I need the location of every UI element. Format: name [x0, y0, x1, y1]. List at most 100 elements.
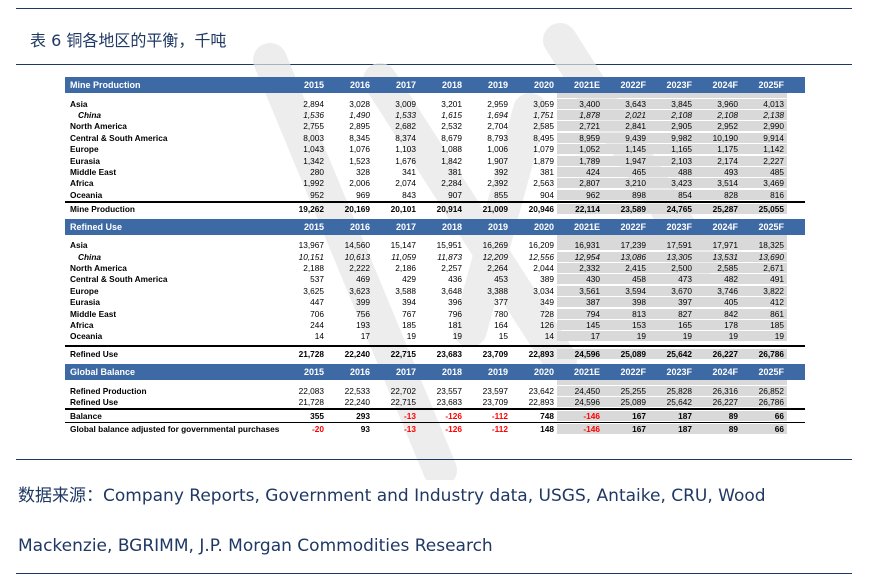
value-cell: 21,728	[298, 397, 324, 408]
value-cell: 3,588	[395, 285, 416, 296]
value-cell: 185	[741, 319, 787, 330]
value-cell: 2,500	[649, 262, 695, 273]
value-cell: 405	[695, 297, 741, 308]
year-header: 2022F	[620, 367, 646, 378]
value-cell: 23,589	[603, 203, 649, 214]
value-cell: 26,786	[741, 397, 787, 408]
row-label: Eurasia	[70, 155, 100, 166]
value-cell: 19	[741, 331, 787, 342]
year-header: 2017	[395, 80, 416, 90]
value-cell: 13,967	[298, 240, 324, 251]
table-row: China 1,536 1,490 1,533 1,615 1,694 1,751 1,878…	[65, 109, 805, 121]
value-cell: 12,556	[528, 251, 554, 262]
value-cell: 447	[310, 297, 324, 308]
value-cell: 1,789	[557, 155, 603, 166]
value-cell: 2,222	[349, 262, 370, 273]
value-cell: 1,145	[603, 144, 649, 155]
value-cell: 1,676	[395, 155, 416, 166]
value-cell: 18,325	[741, 240, 787, 251]
value-cell: 26,852	[741, 385, 787, 396]
value-cell: 381	[540, 167, 554, 178]
year-header: 2017	[395, 221, 416, 232]
value-cell: 2,174	[695, 155, 741, 166]
value-cell: 3,009	[395, 98, 416, 109]
value-cell: 780	[494, 308, 508, 319]
value-cell: 14	[314, 331, 324, 342]
value-cell: 399	[356, 297, 370, 308]
year-header: 2022F	[620, 221, 646, 232]
value-cell: 178	[695, 319, 741, 330]
value-cell: 193	[356, 319, 370, 330]
value-cell: 2,108	[649, 110, 695, 121]
table-row: Refined Use 21,728 22,240 22,715 23,683 23,70…	[65, 396, 805, 408]
year-header: 2020	[533, 80, 554, 90]
value-cell: 3,746	[695, 285, 741, 296]
value-cell: 8,003	[303, 132, 324, 143]
value-cell: 167	[603, 423, 649, 434]
value-cell: 244	[310, 319, 324, 330]
table-row: Africa 244 193 185 181 164 126 145 153 165 178 185	[65, 319, 805, 330]
value-cell: 2,257	[441, 262, 462, 273]
value-cell: 2,682	[395, 121, 416, 132]
value-cell: 1,694	[487, 110, 508, 121]
value-cell: 11,873	[437, 251, 462, 262]
year-header: 2024F	[712, 367, 738, 378]
row-label: Central & South America	[70, 274, 168, 285]
value-cell: 827	[649, 308, 695, 319]
year-header: 2024F	[712, 80, 738, 90]
row-label: Middle East	[70, 167, 117, 178]
value-cell: 21,009	[482, 203, 508, 214]
value-cell: -126	[445, 423, 462, 434]
value-cell: 1,879	[533, 155, 554, 166]
value-cell: 22,702	[390, 385, 416, 396]
value-cell: 898	[603, 189, 649, 200]
value-cell: 796	[448, 308, 462, 319]
row-label: Africa	[70, 319, 94, 330]
value-cell: 1,142	[741, 144, 787, 155]
value-cell: 9,982	[649, 132, 695, 143]
value-cell: 328	[356, 167, 370, 178]
value-cell: 20,946	[528, 203, 554, 214]
table-row: Eurasia 1,342 1,523 1,676 1,842 1,907 1,879 1,7…	[65, 155, 805, 166]
value-cell: 2,704	[487, 121, 508, 132]
value-cell: 1,006	[487, 144, 508, 155]
value-cell: 8,345	[349, 132, 370, 143]
value-cell: 396	[448, 297, 462, 308]
value-cell: 1,842	[441, 155, 462, 166]
value-cell: 12,954	[557, 251, 603, 262]
section-title: Refined Use	[70, 221, 123, 232]
value-cell: 17,971	[695, 240, 741, 251]
value-cell: 813	[603, 308, 649, 319]
value-cell: 3,594	[603, 285, 649, 296]
value-cell: -20	[312, 423, 324, 434]
value-cell: 280	[310, 167, 324, 178]
value-cell: 485	[741, 167, 787, 178]
value-cell: 3,514	[695, 178, 741, 189]
value-cell: 394	[402, 297, 416, 308]
year-header: 2019	[487, 80, 508, 90]
table-row: Asia 13,967 14,560 15,147 15,951 16,269 16,209…	[65, 240, 805, 251]
value-cell: 23,683	[436, 348, 462, 359]
table-row: Middle East 280 328 341 381 392 381 424 465 488 49…	[65, 166, 805, 178]
value-cell: 2,990	[741, 121, 787, 132]
value-cell: 14,560	[344, 240, 370, 251]
table-row: China 10,151 10,613 11,059 11,873 12,209 12,55…	[65, 251, 805, 262]
value-cell: 24,596	[557, 397, 603, 408]
row-label: Asia	[70, 98, 88, 109]
value-cell: 2,186	[395, 262, 416, 273]
row-label: North America	[70, 262, 127, 273]
year-header: 2023F	[666, 367, 692, 378]
value-cell: 491	[741, 274, 787, 285]
value-cell: 2,585	[695, 262, 741, 273]
value-cell: 458	[603, 274, 649, 285]
value-cell: 3,028	[349, 98, 370, 109]
value-cell: 9,439	[603, 132, 649, 143]
value-cell: 25,055	[741, 203, 787, 214]
value-cell: 22,715	[390, 397, 416, 408]
value-cell: 13,690	[741, 251, 787, 262]
value-cell: 430	[557, 274, 603, 285]
value-cell: 1,947	[603, 155, 649, 166]
source-note-line-1: 数据来源：Company Reports, Government and Ind…	[18, 486, 766, 506]
value-cell: 2,021	[603, 110, 649, 121]
value-cell: 15,951	[436, 240, 462, 251]
